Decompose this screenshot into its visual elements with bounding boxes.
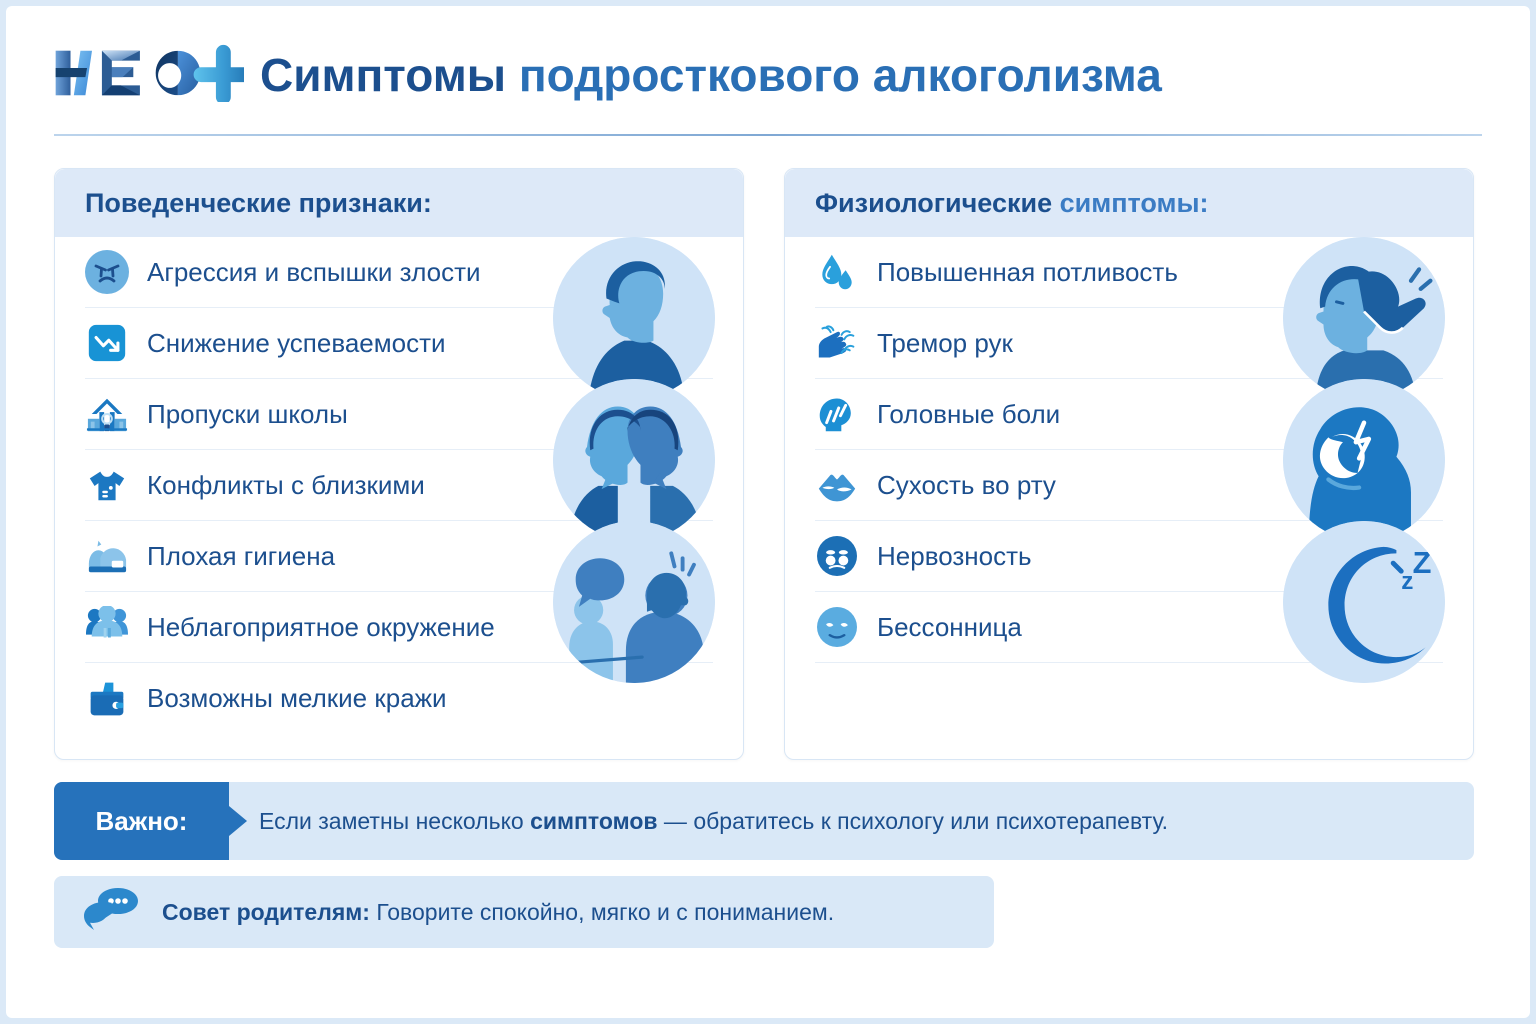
svg-text:z: z	[1401, 568, 1413, 595]
